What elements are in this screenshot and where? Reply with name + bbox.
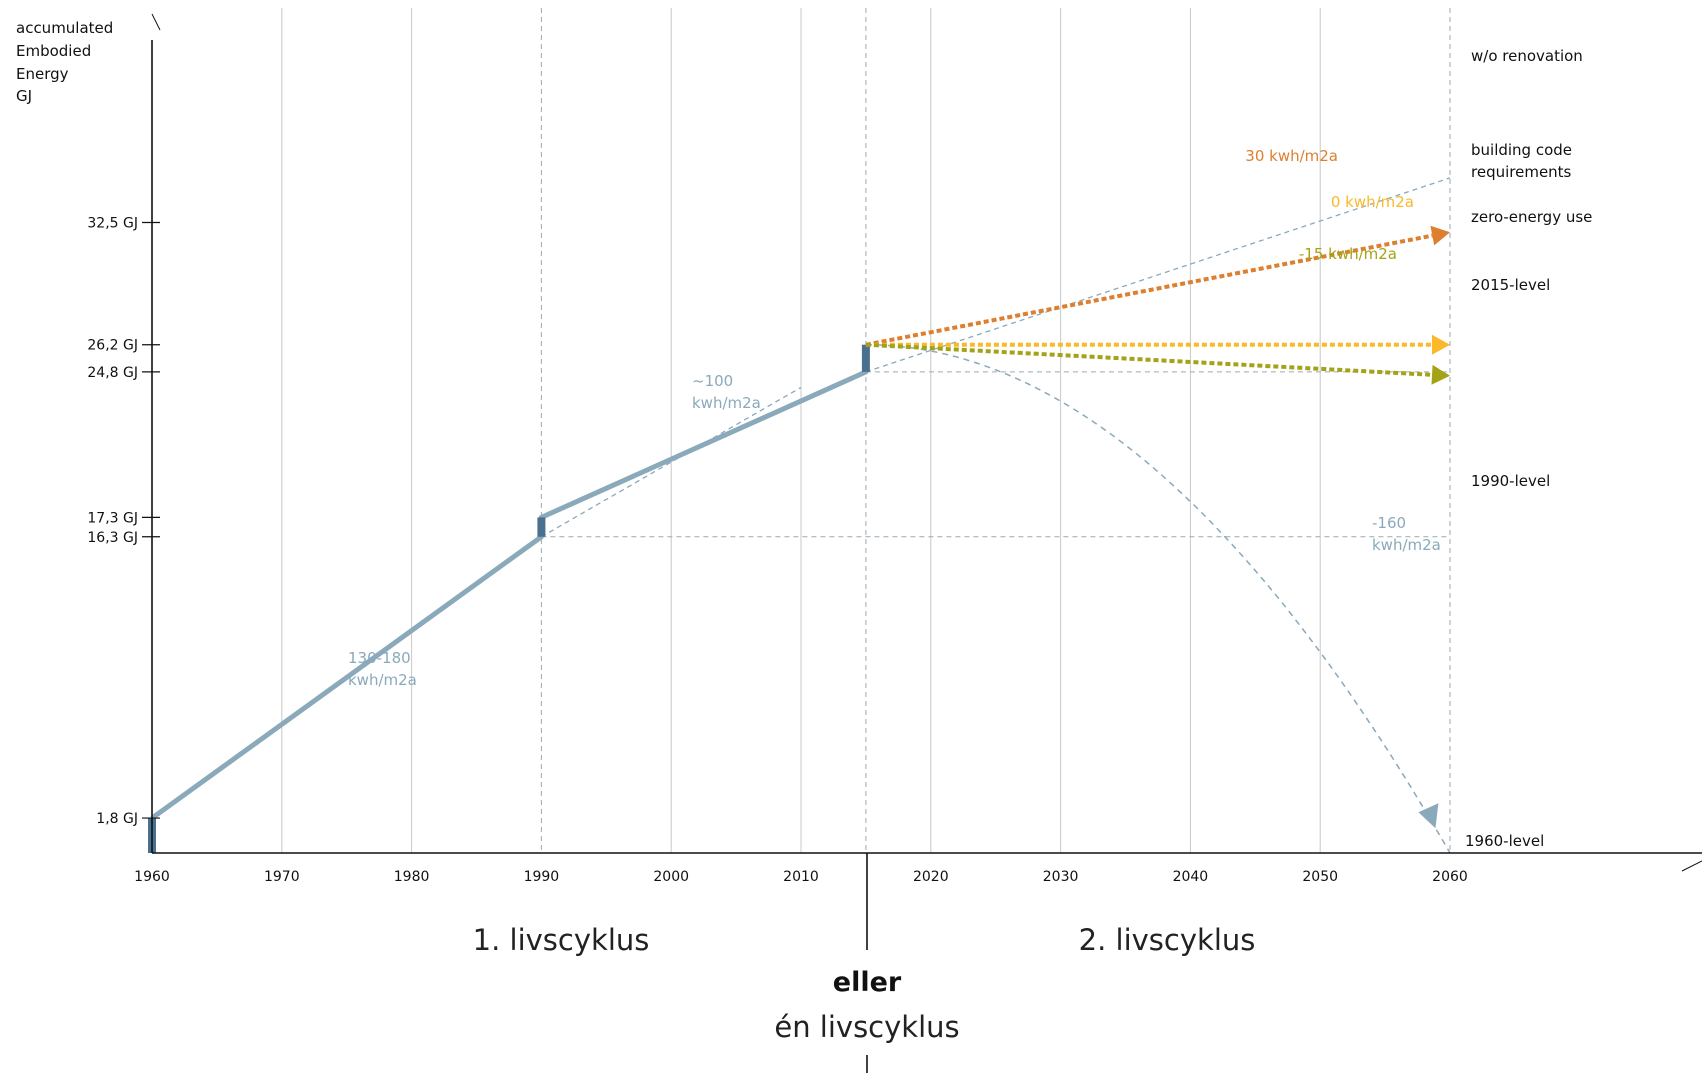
x-tick-label: 2060: [1432, 869, 1468, 885]
y-axis-label: accumulated Embodied Energy GJ: [16, 19, 118, 105]
slope-annotation: 130-180: [348, 649, 411, 667]
slope-annotation: kwh/m2a: [692, 394, 761, 412]
y-axis-tip: [151, 13, 161, 31]
axes: [151, 13, 1702, 872]
projection-line: [865, 233, 1433, 347]
level-1990-label: 1990-level: [1471, 472, 1550, 490]
x-tick-label: 1990: [524, 869, 560, 885]
slope-annotation: kwh/m2a: [1372, 536, 1441, 554]
slope-annotation: ~100: [692, 372, 733, 390]
life-cycle-labels: 1. livscyklus 2. livscyklus eller én liv…: [473, 853, 1256, 1073]
vertical-grid: [281, 8, 1451, 853]
projection-arrowhead: [1432, 334, 1450, 355]
building-code-label: requirements: [1471, 163, 1572, 181]
y-axis-label-line: accumulated: [16, 19, 113, 37]
x-tick-label: 1980: [394, 869, 430, 885]
y-tick-label: 1,8 GJ: [96, 811, 138, 827]
projection-label: -15 kwh/m2a: [1299, 245, 1397, 263]
y-tick-label: 26,2 GJ: [87, 338, 138, 354]
y-axis-label-line: Embodied: [16, 42, 91, 60]
right-labels: w/o renovation building code requirements z…: [1465, 47, 1592, 850]
y-tick-label: 16,3 GJ: [87, 530, 138, 546]
y-tick-label: 17,3 GJ: [87, 510, 138, 526]
x-tick-label: 1960: [134, 869, 170, 885]
without-renovation-label: w/o renovation: [1471, 47, 1583, 65]
projection-series: [865, 225, 1450, 385]
history-line: [150, 344, 869, 821]
history-series: [148, 344, 870, 853]
y-axis-label-line: Energy: [16, 65, 69, 83]
building-code-label: building code: [1471, 141, 1572, 159]
level-2015-label: 2015-level: [1471, 276, 1550, 294]
extrapolation-line: [541, 386, 802, 538]
x-tick-label: 2000: [653, 869, 689, 885]
slope-annotation: kwh/m2a: [348, 671, 417, 689]
curve-arrowhead: [1418, 803, 1439, 829]
without-renovation-line: [865, 177, 1451, 373]
y-ticks: 1,8 GJ 16,3 GJ 17,3 GJ 24,8 GJ 26,2 GJ 32,5 G…: [87, 216, 160, 827]
projection-label: 0 kwh/m2a: [1331, 193, 1414, 211]
y-axis-label-line: GJ: [16, 87, 32, 105]
level-1960-label: 1960-level: [1465, 832, 1544, 850]
slope-annotation: -160: [1372, 514, 1406, 532]
x-tick-label: 2030: [1043, 869, 1079, 885]
x-ticks: 1960 1970 1980 1990 2000 2010 2020 2030 2040 2050…: [134, 869, 1468, 885]
annotations: 30 kwh/m2a 0 kwh/m2a -15 kwh/m2a 130-180 kwh…: [348, 147, 1441, 689]
or-label: eller: [833, 967, 902, 998]
projection-arrowhead: [1430, 225, 1450, 246]
x-axis-tip: [1681, 860, 1702, 872]
x-tick-label: 2010: [783, 869, 819, 885]
x-tick-label: 2020: [913, 869, 949, 885]
x-tick-label: 2040: [1173, 869, 1209, 885]
zero-energy-label: zero-energy use: [1471, 208, 1592, 226]
x-tick-label: 1970: [264, 869, 300, 885]
projection-label: 30 kwh/m2a: [1245, 147, 1338, 165]
y-tick-label: 32,5 GJ: [87, 216, 138, 232]
single-life-cycle-label: én livscyklus: [774, 1010, 959, 1044]
projection-arrowhead: [1431, 364, 1450, 385]
projection-line: [865, 342, 1433, 377]
passive-plus-curve: [865, 343, 1451, 854]
dashed-guides: [541, 177, 1451, 854]
first-life-cycle-label: 1. livscyklus: [473, 923, 650, 957]
y-tick-label: 24,8 GJ: [87, 365, 138, 381]
x-tick-label: 2050: [1302, 869, 1338, 885]
second-life-cycle-label: 2. livscyklus: [1079, 923, 1256, 957]
